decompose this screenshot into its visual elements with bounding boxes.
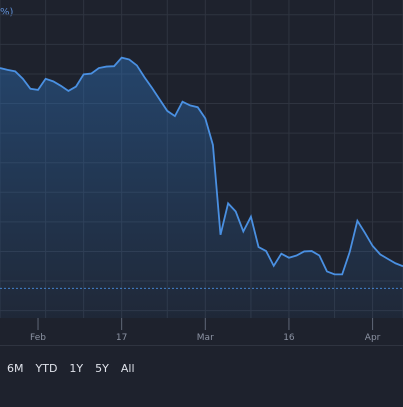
- x-tick-label: 17: [116, 333, 127, 343]
- x-tick-label: Mar: [197, 333, 214, 343]
- range-selector-bar: 6M YTD 1Y 5Y All: [0, 345, 403, 407]
- x-tick-label: Apr: [365, 333, 381, 343]
- range-6m-button[interactable]: 6M: [7, 362, 24, 375]
- range-all-button[interactable]: All: [120, 362, 135, 375]
- x-axis: Feb 17 Mar 16 Apr: [30, 318, 381, 343]
- x-tick-label: 16: [283, 333, 295, 343]
- chart-legend-fragment: %): [0, 7, 14, 18]
- price-line: [0, 56, 403, 276]
- range-ytd-button[interactable]: YTD: [35, 362, 58, 375]
- range-5y-button[interactable]: 5Y: [95, 362, 109, 375]
- range-buttons: 6M YTD 1Y 5Y All: [7, 362, 135, 375]
- x-tick-label: Feb: [30, 333, 46, 343]
- stock-area-chart: Feb 17 Mar 16 Apr: [0, 0, 403, 343]
- range-1y-button[interactable]: 1Y: [69, 362, 84, 375]
- price-area-fill: [0, 57, 403, 319]
